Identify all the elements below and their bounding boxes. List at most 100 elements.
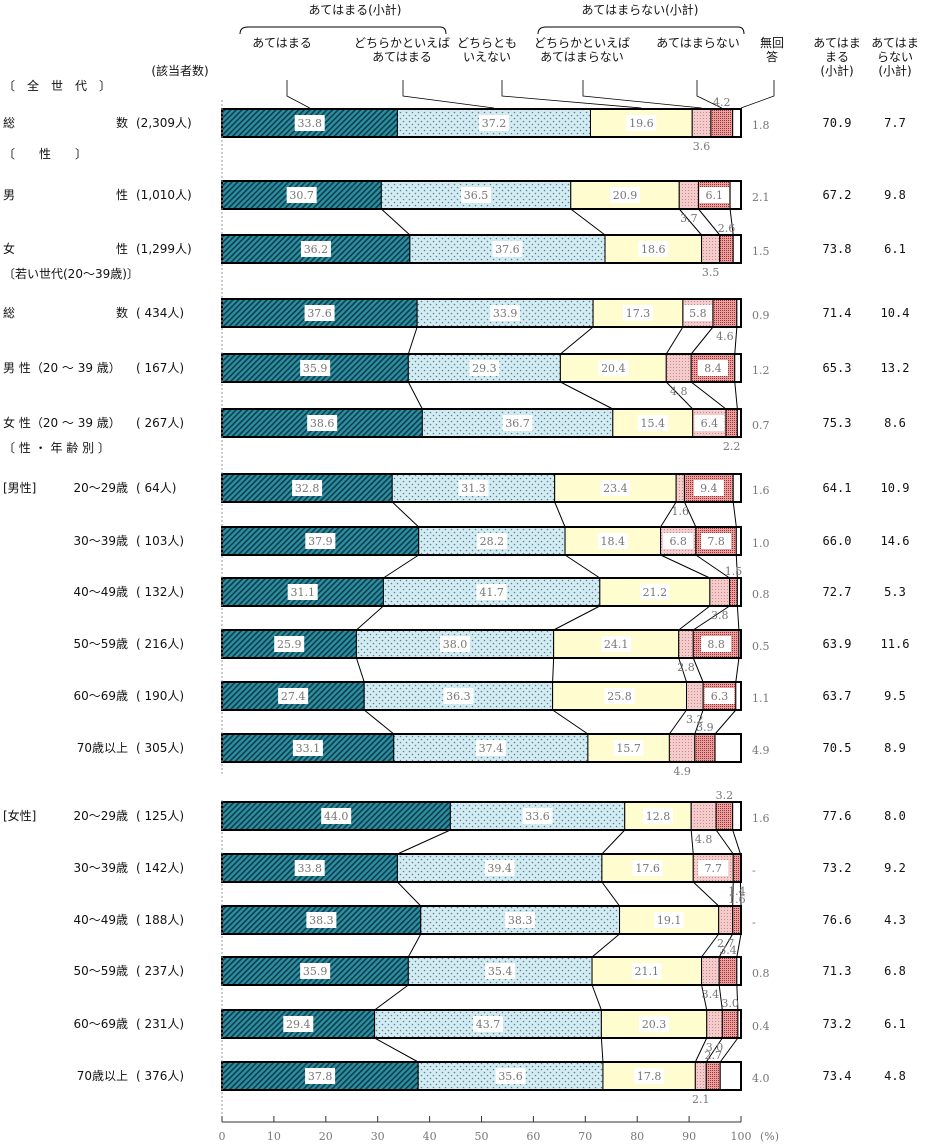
connector-line — [560, 381, 614, 410]
data-label: 19.6 — [629, 117, 654, 130]
respondent-count: ( 376人) — [136, 1069, 184, 1083]
disagree-column-header: あてはま — [871, 36, 919, 50]
data-label-bg — [305, 533, 336, 549]
data-label: 17.6 — [635, 862, 660, 875]
data-label-bg — [642, 808, 673, 824]
data-label-bg — [461, 187, 492, 203]
legend-label: いえない — [463, 50, 511, 64]
row-label: 30～39歳 — [73, 534, 128, 548]
disagree-subtotal-value: 6.8 — [884, 964, 906, 978]
data-label: 41.7 — [479, 586, 504, 599]
bar-segment — [709, 577, 731, 607]
chart-header: あてはまる(小計) あてはまらない(小計)あてはまる どちらかといえばあてはまるどち… — [3, 2, 919, 455]
connector-line — [660, 554, 711, 579]
connector-line — [701, 984, 708, 1011]
data-label: 23.4 — [603, 482, 628, 495]
x-tick-label: 90 — [682, 1130, 696, 1143]
bar-row: 60～69歳 ( 190人) 27.4 36.3 25.8 6.3 1.1 63.7 9.5 — [73, 681, 906, 711]
legend-leader-line — [582, 80, 702, 109]
bar-row: 40～49歳 ( 188人) 38.3 38.3 19.1 - 76.6 4.3 — [73, 905, 906, 935]
data-label: 35.9 — [303, 362, 328, 375]
connector-line — [732, 829, 741, 855]
disagree-subtotal-value: 4.8 — [884, 1069, 906, 1083]
connector-line — [734, 381, 738, 410]
agree-subtotal-value: 71.3 — [823, 964, 852, 978]
bar-row: 総 数 (2,309人) 33.8 37.2 19.6 1.8 70.9 7.7 — [3, 108, 906, 138]
data-label: 17.8 — [637, 1070, 662, 1083]
data-label-bg — [286, 187, 317, 203]
agree-subtotal-value: 65.3 — [823, 361, 852, 375]
data-label: 36.7 — [505, 417, 530, 430]
data-label-bg — [440, 636, 471, 652]
disagree-subtotal-value: 14.6 — [881, 534, 910, 548]
data-label-bg — [476, 584, 507, 600]
bar-outline — [221, 108, 742, 138]
x-tick-label: 40 — [423, 1130, 437, 1143]
respondent-count: (2,309人) — [136, 116, 192, 130]
data-label-bg — [637, 415, 668, 431]
data-label-bg — [626, 115, 657, 131]
data-label-bg — [306, 912, 337, 928]
disagree-subtotal-value: 8.0 — [884, 809, 906, 823]
row-label: 男 — [3, 188, 15, 202]
data-label: 3.9 — [696, 721, 714, 734]
legend-label: あてはまる — [372, 50, 432, 64]
bar-segment — [678, 180, 699, 210]
no-answer-value: 0.8 — [752, 967, 770, 980]
connector-line — [705, 1037, 723, 1063]
connector-line — [692, 881, 720, 907]
data-label-bg — [639, 1016, 670, 1032]
bars: 総数 (2,309人) 33.8 37.2 19.6 1.8 70.9 7.7男性 (1,010… — [3, 108, 910, 1091]
connector-line — [719, 1037, 739, 1063]
data-label: 4.2 — [713, 96, 731, 109]
no-answer-value: 4.9 — [752, 744, 770, 757]
connector-line — [732, 501, 737, 528]
data-label: 2.6 — [718, 222, 736, 235]
data-label: 8.4 — [704, 362, 722, 375]
connector-line — [380, 208, 411, 236]
data-label: 37.2 — [482, 117, 507, 130]
data-label-bg — [307, 415, 338, 431]
row-label: 数 — [116, 305, 128, 320]
disagree-column-header: らない — [877, 50, 913, 64]
respondent-count: ( 167人) — [136, 361, 184, 375]
bar-row: 40～49歳 ( 132人) 31.1 41.7 21.2 0.8 72.7 5.3 — [73, 577, 906, 607]
respondent-count: ( 216人) — [136, 637, 184, 651]
row-label: 数 — [116, 115, 128, 130]
agree-subtotal-value: 75.3 — [823, 416, 852, 430]
data-label: 39.4 — [487, 862, 512, 875]
agree-subtotal-header: あてはまる(小計) — [309, 2, 402, 17]
data-label-bg — [694, 415, 725, 431]
no-answer-value: 0.7 — [752, 419, 770, 432]
bar-segment — [701, 956, 720, 986]
connector-line — [665, 381, 694, 410]
bar-row: 50～59歳 ( 237人) 35.9 35.4 21.1 0.8 71.3 6.8 — [73, 956, 906, 986]
disagree-subtotal-value: 10.9 — [881, 481, 910, 495]
data-label: 1.4 — [728, 885, 746, 898]
data-label: 4.9 — [673, 765, 691, 778]
bar-segment — [721, 1009, 739, 1039]
data-label: 36.3 — [446, 690, 471, 703]
bar-row: 女 性（20 ～ 39 歳） ( 267人) 38.6 36.7 15.4 6.4 0.7 7… — [3, 408, 906, 438]
agree-subtotal-value: 70.9 — [823, 116, 852, 130]
bar-segment — [691, 108, 712, 138]
data-label-bg — [622, 305, 653, 321]
data-label-bg — [283, 1016, 314, 1032]
data-label: 44.0 — [324, 810, 349, 823]
respondent-count: (1,010人) — [136, 188, 192, 202]
connector-line — [698, 208, 721, 236]
connector-line — [701, 933, 720, 958]
data-label-bg — [663, 533, 694, 549]
data-label: 4.6 — [716, 330, 734, 343]
data-label-bg — [613, 740, 644, 756]
no-answer-value: 0.8 — [752, 588, 770, 601]
data-label-bg — [654, 912, 685, 928]
bar-row: 70歳以上 ( 305人) 33.1 37.4 15.7 4.9 70.5 8.9 — [77, 733, 906, 763]
data-label: 3.6 — [693, 140, 711, 153]
data-label: 1.6 — [672, 505, 690, 518]
data-label-bg — [287, 584, 318, 600]
bar-segment — [675, 473, 685, 503]
agree-subtotal-value: 73.2 — [823, 861, 852, 875]
data-label: 25.8 — [607, 690, 632, 703]
agree-column-header: あてはま — [813, 36, 861, 50]
